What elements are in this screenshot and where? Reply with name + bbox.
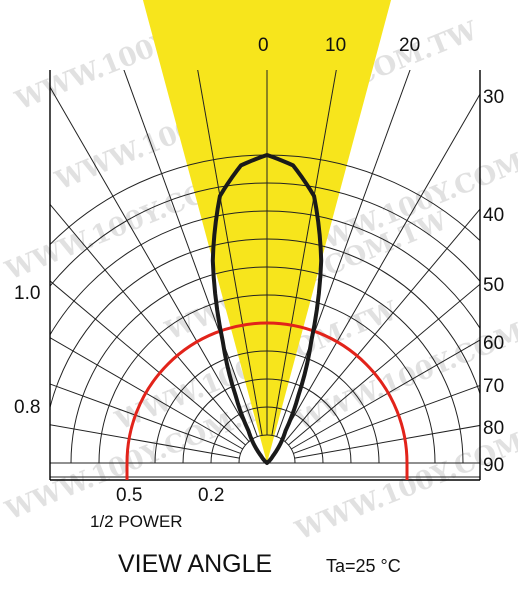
grid-radial (197, 70, 263, 436)
grid-radial (284, 208, 480, 442)
power-axis-label: 1/2 POWER (90, 512, 183, 531)
half-power-layer (125, 321, 409, 480)
view-angle-title: VIEW ANGLE (118, 550, 273, 578)
power-tick-1-0: 1.0 (14, 283, 41, 304)
radiation-curve-layer (210, 153, 324, 465)
angle-tick-0: 0 (258, 35, 269, 56)
grid-radial (50, 280, 246, 446)
half-power-circle (125, 321, 409, 480)
angle-tick-30: 30 (483, 87, 505, 108)
angle-tick-40: 40 (483, 205, 505, 226)
grid-radial (290, 339, 480, 450)
temperature-condition: Ta=25 °C (326, 556, 401, 576)
grid-radial (280, 93, 480, 440)
grid-radial (50, 86, 254, 440)
power-tick-0-2: 0.2 (198, 485, 225, 506)
grid-radial (271, 70, 337, 436)
grid-radial (50, 203, 250, 442)
angle-tick-20: 20 (399, 35, 421, 56)
grid-radial (276, 70, 411, 437)
grid-radial (288, 283, 480, 446)
angle-tick-10: 10 (325, 35, 347, 56)
grid-radial (123, 70, 258, 437)
grid-radial (50, 424, 240, 459)
angle-tick-80: 80 (483, 418, 505, 439)
power-tick-0-5: 0.5 (116, 485, 143, 506)
angle-tick-90: 90 (483, 455, 505, 476)
grid-radial (50, 337, 244, 450)
power-tick-0-8: 0.8 (14, 397, 41, 418)
grid-radial (294, 424, 480, 459)
angle-tick-60: 60 (483, 333, 505, 354)
radiation-pattern-curve (210, 153, 324, 465)
angle-tick-50: 50 (483, 275, 505, 296)
grid-radial (293, 384, 480, 454)
angle-tick-70: 70 (483, 376, 505, 397)
grid-radial (50, 383, 241, 454)
